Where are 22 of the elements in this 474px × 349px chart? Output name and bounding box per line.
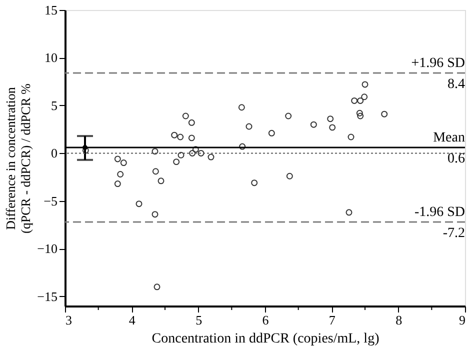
annotation: 8.4 [448, 77, 465, 92]
x-tick-label: 8 [396, 312, 402, 328]
x-axis-title: Concentration in ddPCR (copies/mL, lg) [152, 332, 380, 346]
annotation: 0.6 [448, 151, 465, 166]
y-tick-label: −5 [44, 193, 58, 208]
y-axis-title: Difference in concentration (qPCR - ddPCR) / ddPCR % [3, 83, 34, 234]
x-tick-label: 9 [459, 312, 466, 328]
ref-line-label: -1.96 SD [414, 204, 465, 220]
x-tick-label: 4 [128, 312, 136, 328]
ref-line-label: Mean [433, 130, 465, 146]
x-tick-label: 5 [196, 312, 202, 328]
y-tick-label: 10 [44, 50, 58, 66]
x-tick-label: 6 [262, 312, 270, 328]
y-tick-label: −10 [37, 241, 58, 256]
x-tick-label: 3 [66, 312, 72, 328]
y-tick-label: −15 [37, 288, 58, 304]
y-tick-label: 15 [44, 2, 58, 18]
ref-line-label: +1.96 SD [411, 56, 465, 72]
y-tick-label: 5 [51, 98, 58, 113]
x-tick-label: 7 [328, 312, 336, 328]
y-tick-label: 0 [51, 146, 58, 161]
annotation: -7.2 [442, 226, 465, 241]
